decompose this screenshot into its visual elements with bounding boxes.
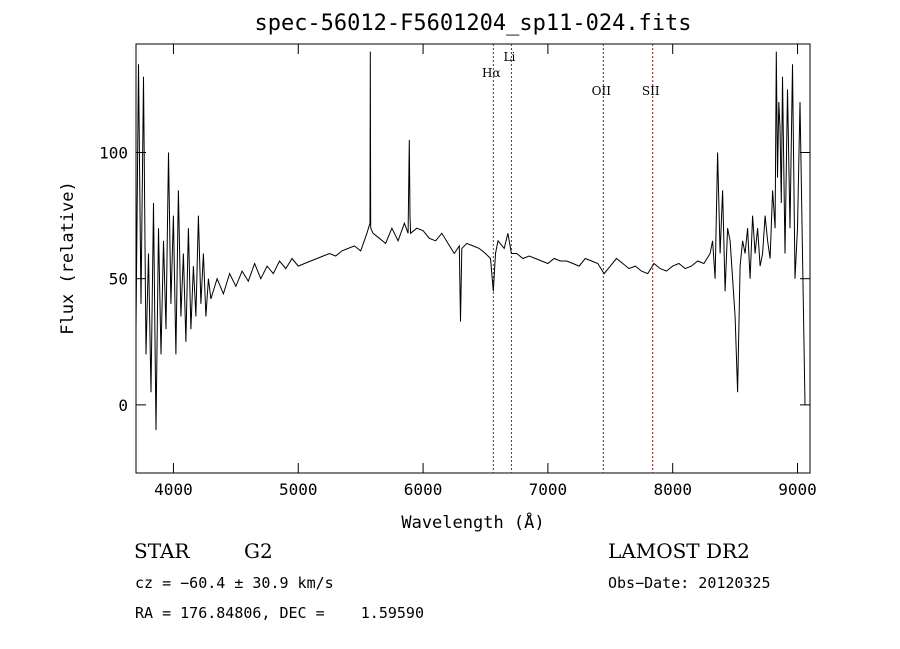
x-tick-label: 7000 — [529, 480, 568, 499]
object-class: STAR — [134, 539, 190, 563]
subclass: G2 — [244, 539, 273, 563]
chart-title: spec-56012-F5601204_sp11-024.fits — [254, 11, 691, 36]
plot-frame — [135, 43, 811, 474]
x-tick-label: 5000 — [279, 480, 318, 499]
survey-name: LAMOST DR2 — [608, 539, 750, 563]
observation-date: Obs−Date: 20120325 — [608, 574, 771, 592]
y-axis-label: Flux (relative) — [58, 181, 78, 335]
line-marker-label: Li — [504, 50, 516, 64]
line-marker-label: SII — [642, 84, 660, 98]
x-tick-label: 6000 — [404, 480, 443, 499]
x-tick-label: 8000 — [653, 480, 692, 499]
axis-ticks: 4000 5000 6000 7000 8000 9000 0 50 100 — [99, 44, 817, 499]
x-tick-label: 4000 — [154, 480, 193, 499]
redshift-value: cz = −60.4 ± 30.9 km/s — [135, 574, 334, 592]
spectrum-line — [135, 51, 806, 431]
line-marker-label: OII — [592, 84, 612, 98]
x-axis-label: Wavelength (Å) — [401, 511, 544, 533]
y-tick-label: 100 — [99, 144, 128, 163]
line-marker-label: Hα — [482, 66, 501, 80]
coordinates: RA = 176.84806, DEC = 1.59590 — [135, 604, 424, 622]
y-tick-label: 0 — [118, 396, 128, 415]
x-tick-label: 9000 — [778, 480, 817, 499]
y-tick-label: 50 — [109, 270, 128, 289]
